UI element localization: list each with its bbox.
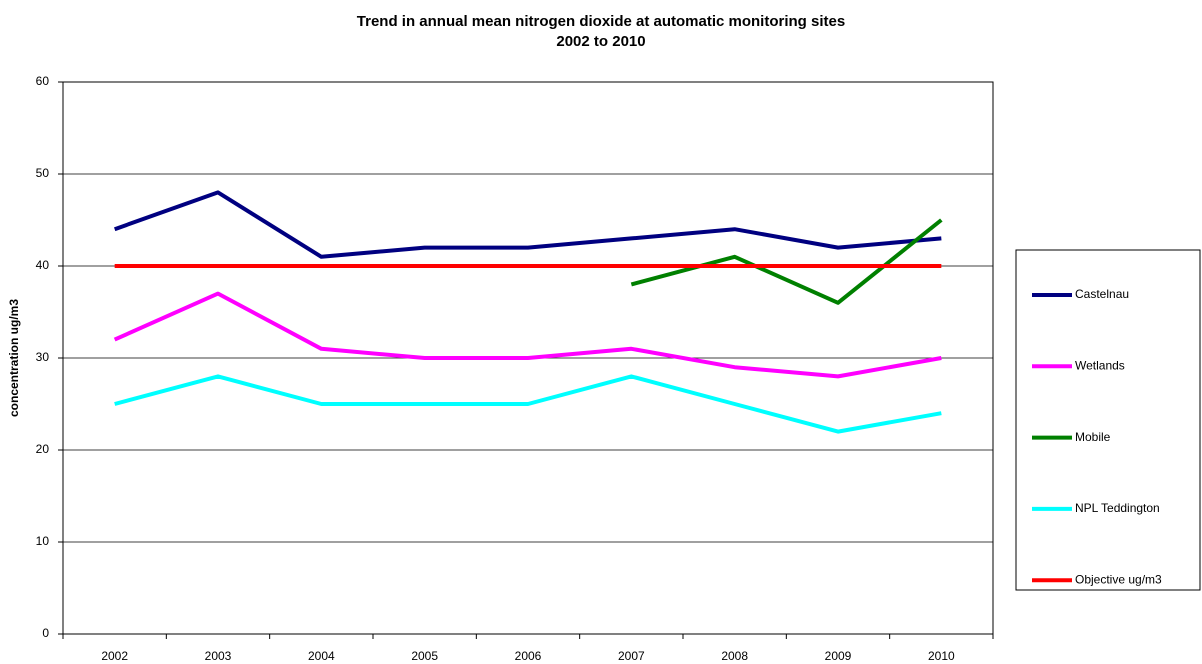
y-tick-label: 40	[36, 258, 50, 272]
y-tick-label: 60	[36, 74, 50, 88]
x-tick-label: 2006	[515, 649, 542, 663]
y-tick-label: 30	[36, 350, 50, 364]
legend-label: Objective ug/m3	[1075, 572, 1162, 586]
legend-label: Wetlands	[1075, 358, 1125, 372]
series-line	[630, 218, 943, 305]
chart-subtitle: 2002 to 2010	[556, 33, 645, 50]
x-tick-label: 2008	[721, 649, 748, 663]
y-axis-title: concentration ug/m3	[7, 299, 21, 417]
y-tick-label: 0	[42, 626, 49, 640]
plot-border	[62, 81, 994, 635]
x-tick-label: 2003	[205, 649, 232, 663]
y-tick-label: 10	[36, 534, 50, 548]
y-tick-label: 20	[36, 442, 50, 456]
legend-label: Mobile	[1075, 430, 1111, 444]
x-tick-label: 2004	[308, 649, 335, 663]
legend-label: Castelnau	[1075, 287, 1129, 301]
legend-label: NPL Teddington	[1075, 501, 1160, 515]
series-line	[113, 190, 942, 259]
x-tick-label: 2005	[411, 649, 438, 663]
legend-box	[1015, 249, 1201, 591]
series-line	[113, 291, 942, 379]
chart-title: Trend in annual mean nitrogen dioxide at…	[357, 13, 845, 30]
series-line	[114, 374, 942, 434]
x-tick-label: 2007	[618, 649, 645, 663]
x-tick-label: 2009	[825, 649, 852, 663]
x-tick-label: 2010	[928, 649, 955, 663]
y-tick-label: 50	[36, 166, 50, 180]
x-tick-label: 2002	[101, 649, 128, 663]
